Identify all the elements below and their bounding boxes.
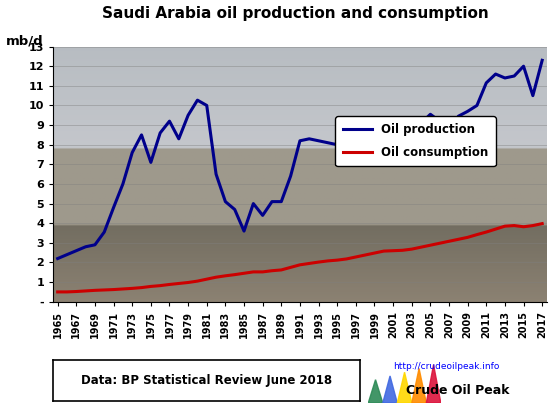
Text: mb/d: mb/d xyxy=(6,34,43,47)
Polygon shape xyxy=(383,376,397,403)
Polygon shape xyxy=(412,369,426,403)
Text: Saudi Arabia oil production and consumption: Saudi Arabia oil production and consumpt… xyxy=(102,6,489,21)
Legend: Oil production, Oil consumption: Oil production, Oil consumption xyxy=(335,116,496,166)
Text: Crude Oil Peak: Crude Oil Peak xyxy=(406,384,509,397)
Polygon shape xyxy=(368,380,383,403)
Text: Data: BP Statistical Review June 2018: Data: BP Statistical Review June 2018 xyxy=(81,374,332,387)
Polygon shape xyxy=(397,372,412,403)
Text: http://crudeoilpeak.info: http://crudeoilpeak.info xyxy=(393,362,499,371)
Polygon shape xyxy=(426,365,441,403)
